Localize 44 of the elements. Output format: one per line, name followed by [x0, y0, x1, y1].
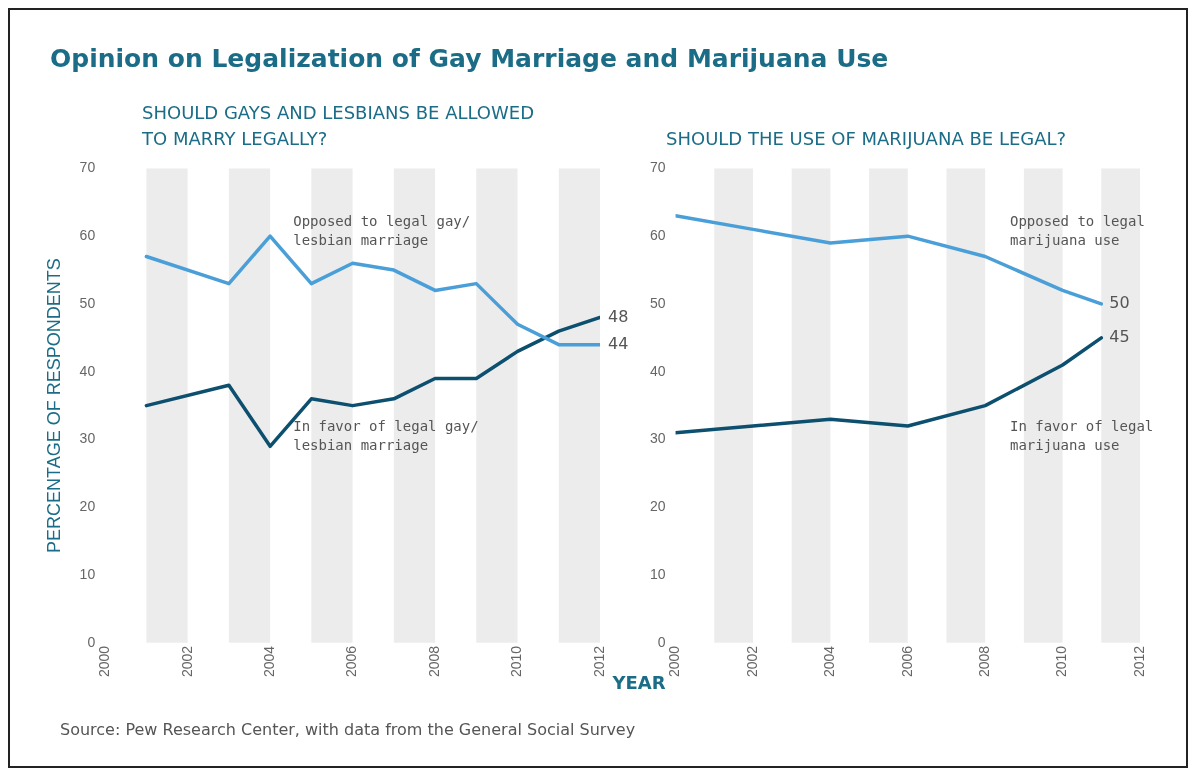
x-axis-title: YEAR — [612, 672, 666, 693]
chart-title: Opinion on Legalization of Gay Marriage and Marijuana Use — [50, 44, 889, 73]
y-tick-label: 70 — [79, 159, 96, 176]
x-tick-label: 2000 — [666, 645, 683, 678]
data-label: 44 — [608, 333, 629, 353]
x-tick-label: 2012 — [590, 645, 607, 678]
y-tick-label: 10 — [649, 565, 666, 582]
y-tick-label: 70 — [649, 159, 666, 176]
y-tick-label: 60 — [649, 227, 666, 244]
y-tick-label: 60 — [79, 227, 96, 244]
y-tick-label: 50 — [79, 294, 96, 311]
y-tick-label: 30 — [649, 430, 666, 447]
data-label: 48 — [608, 306, 629, 326]
x-tick-label: 2004 — [260, 645, 277, 678]
y-tick-label: 0 — [87, 633, 96, 650]
y-tick-label: 20 — [649, 498, 666, 515]
chart-subtitle: SHOULD THE USE OF MARIJUANA BE LEGAL? — [666, 127, 1068, 151]
chart-subtitle: SHOULD GAYS AND LESBIANS BE ALLOWED TO MARRY LEGALLY? — [142, 101, 536, 151]
y-tick-label: 0 — [657, 633, 666, 650]
series-label: Opposed to legal gay/ lesbian marriage — [293, 213, 471, 249]
x-tick-label: 2006 — [898, 645, 915, 678]
x-tick-label: 2010 — [1053, 645, 1070, 678]
data-label: 45 — [1109, 327, 1130, 346]
data-label: 50 — [1109, 293, 1130, 313]
x-tick-label: 2002 — [178, 645, 195, 678]
x-tick-label: 2004 — [821, 645, 838, 678]
x-tick-label: 2012 — [1130, 645, 1147, 678]
series-label: In favor of legal marijuana use — [1009, 417, 1154, 453]
x-tick-label: 2010 — [508, 645, 525, 678]
x-tick-label: 2000 — [96, 645, 113, 678]
x-tick-label: 2006 — [343, 645, 360, 678]
series-label: Opposed to legal marijuana use — [1009, 213, 1145, 249]
y-tick-label: 50 — [649, 294, 666, 311]
y-tick-label: 40 — [649, 362, 666, 379]
x-tick-label: 2008 — [425, 645, 442, 678]
y-tick-label: 10 — [79, 565, 96, 582]
source-note: Source: Pew Research Center, with data from the General Social Survey — [60, 720, 636, 739]
x-tick-label: 2008 — [976, 645, 993, 678]
x-tick-label: 2002 — [743, 645, 760, 678]
y-tick-label: 30 — [79, 430, 96, 447]
series-label: In favor of legal gay/ lesbian marriage — [293, 417, 479, 453]
y-tick-label: 40 — [79, 362, 96, 379]
y-axis-title: PERCENTAGE OF RESPONDENTS — [43, 258, 64, 553]
y-tick-label: 20 — [79, 498, 96, 515]
